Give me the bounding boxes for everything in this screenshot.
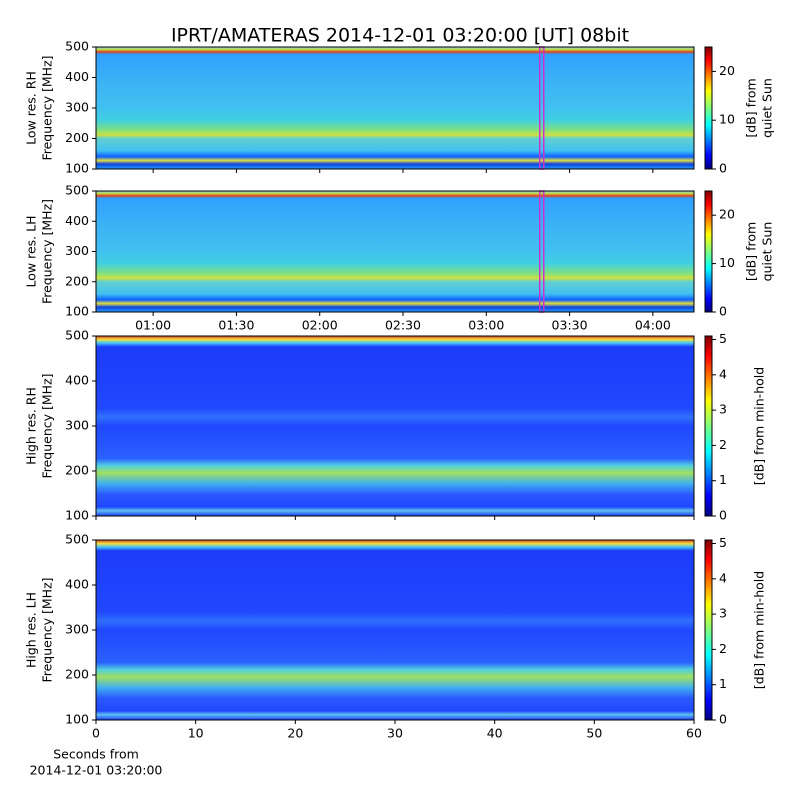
y-axis-label: High res. RH [24,387,39,465]
colorbar-tick-label: 2 [719,641,727,656]
colorbar-tick-label: 4 [719,570,727,585]
y-tick-label: 300 [65,100,89,115]
colorbar-tick-label: 20 [719,207,735,222]
x-tick-label: 30 [387,726,403,741]
x-tick-label: 01:30 [218,318,254,333]
y-tick-label: 100 [65,508,89,523]
y-axis-label: Frequency [MHz] [40,373,55,478]
colorbar-tick-label: 0 [719,712,727,727]
y-tick-label: 200 [65,667,89,682]
y-tick-label: 200 [65,130,89,145]
spectrogram [96,191,694,312]
colorbar-tick-label: 3 [719,606,727,621]
y-tick-label: 500 [65,532,89,547]
colorbar-tick-label: 10 [719,255,735,270]
colorbar-label: [dB] from [744,222,759,281]
y-tick-label: 400 [65,213,89,228]
y-tick-label: 200 [65,463,89,478]
x-axis-label: Seconds from [53,747,139,762]
y-axis-label: Low res. LH [24,216,39,288]
figure-title: IPRT/AMATERAS 2014-12-01 03:20:00 [UT] 0… [171,25,629,47]
y-tick-label: 300 [65,622,89,637]
y-tick-label: 500 [65,183,89,198]
colorbar-tick-label: 0 [719,304,727,319]
y-axis-label: Low res. RH [24,71,39,145]
x-tick-label: 02:00 [302,318,338,333]
colorbar-label: quiet Sun [760,78,775,138]
colorbar-tick-label: 2 [719,437,727,452]
y-axis-label: High res. LH [24,592,39,668]
colorbar [704,335,713,517]
x-tick-label: 10 [188,726,204,741]
x-tick-label: 0 [92,726,100,741]
colorbar-tick-label: 5 [719,535,727,550]
colorbar-tick-label: 10 [719,112,735,127]
colorbar-tick-label: 1 [719,676,727,691]
colorbar-tick-label: 5 [719,331,727,346]
y-tick-label: 500 [65,328,89,343]
colorbar-tick-label: 20 [719,63,735,78]
y-axis-label: Frequency [MHz] [40,199,55,304]
colorbar-tick-label: 4 [719,366,727,381]
y-axis-label: Frequency [MHz] [40,577,55,682]
colorbar-tick-label: 1 [719,472,727,487]
x-axis-label: 2014-12-01 03:20:00 [30,763,163,778]
x-tick-label: 04:00 [635,318,671,333]
colorbar [704,190,713,313]
y-axis-label: Frequency [MHz] [40,55,55,160]
colorbar [704,539,713,721]
y-tick-label: 500 [65,39,89,54]
x-tick-label: 02:30 [385,318,421,333]
colorbar-label: [dB] from [744,78,759,137]
x-tick-label: 40 [487,726,503,741]
y-tick-label: 400 [65,577,89,592]
spectrogram [96,540,694,720]
colorbar-label: quiet Sun [760,222,775,282]
spectrogram [96,336,694,516]
y-tick-label: 100 [65,712,89,727]
spectrogram [96,47,694,169]
y-tick-label: 300 [65,418,89,433]
y-tick-label: 100 [65,161,89,176]
x-tick-label: 03:30 [552,318,588,333]
x-tick-label: 03:00 [468,318,504,333]
y-tick-label: 400 [65,373,89,388]
colorbar [704,46,713,170]
x-tick-label: 60 [686,726,702,741]
colorbar-label: [dB] from min-hold [752,571,767,689]
x-tick-label: 20 [287,726,303,741]
y-tick-label: 200 [65,273,89,288]
colorbar-tick-label: 3 [719,402,727,417]
colorbar-label: [dB] from min-hold [752,367,767,485]
y-tick-label: 100 [65,304,89,319]
colorbar-tick-label: 0 [719,161,727,176]
x-tick-label: 50 [586,726,602,741]
x-tick-label: 01:00 [135,318,171,333]
colorbar-tick-label: 0 [719,508,727,523]
y-tick-label: 300 [65,243,89,258]
y-tick-label: 400 [65,69,89,84]
